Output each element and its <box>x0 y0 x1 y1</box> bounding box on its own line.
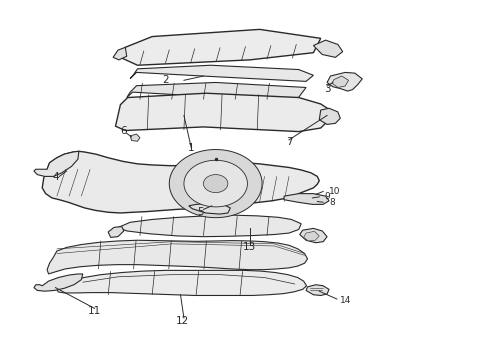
Text: 7: 7 <box>286 137 293 147</box>
Polygon shape <box>34 274 83 291</box>
Text: 13: 13 <box>243 242 256 252</box>
Polygon shape <box>108 226 124 237</box>
Text: 1: 1 <box>188 143 195 153</box>
Polygon shape <box>189 203 230 214</box>
Text: 11: 11 <box>88 306 101 316</box>
Polygon shape <box>116 93 333 132</box>
Text: 3: 3 <box>324 84 330 94</box>
Polygon shape <box>306 285 329 296</box>
Polygon shape <box>130 65 314 81</box>
Polygon shape <box>319 108 340 125</box>
Polygon shape <box>113 47 127 60</box>
Text: 6: 6 <box>121 126 127 135</box>
Polygon shape <box>184 160 247 207</box>
Polygon shape <box>300 228 327 243</box>
Polygon shape <box>203 175 228 193</box>
Polygon shape <box>34 151 79 176</box>
Text: 4: 4 <box>52 172 59 183</box>
Text: 8: 8 <box>329 198 335 207</box>
Polygon shape <box>118 30 321 65</box>
Polygon shape <box>332 76 348 87</box>
Text: 10: 10 <box>329 187 341 196</box>
Text: 2: 2 <box>163 75 169 85</box>
Text: 9: 9 <box>325 192 330 201</box>
Polygon shape <box>127 82 306 100</box>
Polygon shape <box>47 240 308 274</box>
Polygon shape <box>314 40 343 57</box>
Polygon shape <box>284 194 329 204</box>
Polygon shape <box>42 151 319 213</box>
Text: 12: 12 <box>176 316 189 325</box>
Polygon shape <box>327 72 362 91</box>
Text: 14: 14 <box>340 296 352 305</box>
Text: 5: 5 <box>197 207 203 217</box>
Polygon shape <box>130 134 140 141</box>
Polygon shape <box>55 270 307 296</box>
Polygon shape <box>170 149 262 218</box>
Polygon shape <box>118 215 301 237</box>
Polygon shape <box>304 231 319 241</box>
